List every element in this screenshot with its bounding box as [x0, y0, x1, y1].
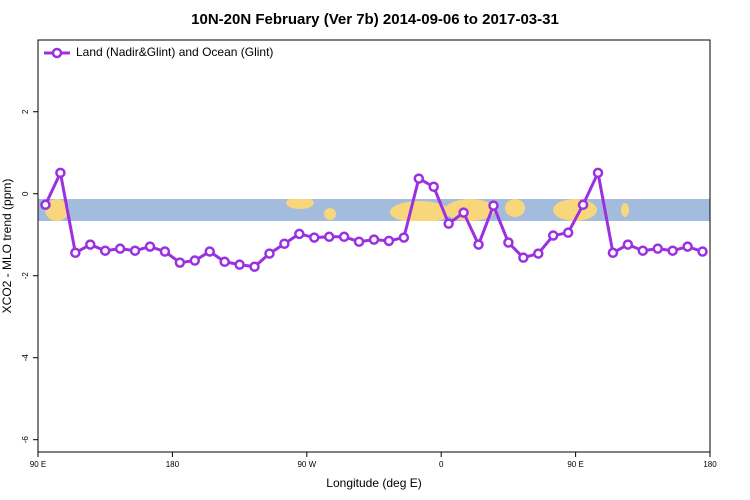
y-axis-label: XCO2 - MLO trend (ppm): [0, 179, 14, 314]
point: [323, 231, 335, 243]
point: [40, 199, 51, 211]
x-tick-label: 180: [703, 460, 717, 469]
point: [667, 245, 678, 256]
x-axis-label: Longitude (deg E): [326, 476, 421, 490]
x-tick-label: 90 E: [567, 460, 583, 469]
plot-frame: [37, 39, 711, 453]
point: [562, 227, 574, 238]
x-tick-label: 90 E: [30, 460, 46, 469]
point: [309, 232, 320, 243]
point: [338, 231, 350, 243]
point: [547, 230, 559, 241]
x-tick-label: 0: [439, 460, 444, 469]
point: [682, 241, 693, 252]
point: [249, 261, 260, 272]
point: [458, 207, 469, 218]
point: [607, 247, 619, 259]
x-tick-label: 180: [166, 460, 180, 469]
legend-label: Land (Nadir&Glint) and Ocean (Glint): [76, 45, 273, 59]
point: [592, 167, 604, 179]
point: [70, 247, 81, 259]
point: [577, 199, 589, 211]
point: [652, 243, 663, 254]
point: [174, 257, 186, 268]
x-tick-label: 90 W: [297, 460, 316, 469]
point: [503, 237, 514, 248]
point: [637, 245, 649, 256]
point: [234, 259, 245, 270]
point: [518, 252, 529, 263]
point: [428, 181, 439, 193]
point: [279, 238, 290, 249]
point: [697, 246, 708, 257]
point: [55, 167, 66, 179]
point: [488, 200, 499, 211]
point: [294, 228, 305, 240]
y-tick-label: 0: [21, 191, 30, 196]
legend-marker: [51, 47, 63, 59]
point: [99, 245, 111, 256]
y-tick-label: -4: [21, 354, 30, 362]
point: [129, 245, 141, 256]
map-band: [38, 199, 710, 221]
y-tick-label: -2: [21, 272, 30, 280]
point: [353, 236, 365, 247]
point: [189, 255, 201, 266]
y-tick-label: 2: [21, 109, 30, 114]
point: [204, 246, 215, 257]
point: [533, 248, 544, 259]
point: [159, 246, 171, 257]
point: [219, 256, 230, 268]
point: [443, 218, 454, 229]
y-tick-label: -6: [21, 436, 30, 444]
point: [398, 232, 410, 243]
point: [413, 173, 425, 184]
point: [383, 235, 395, 247]
point: [114, 243, 126, 254]
point: [264, 248, 275, 259]
chart-title: 10N-20N February (Ver 7b) 2014-09-06 to …: [191, 11, 559, 28]
point: [473, 239, 484, 250]
point: [144, 241, 156, 252]
point: [622, 239, 634, 250]
point: [85, 239, 96, 250]
point: [368, 234, 380, 245]
